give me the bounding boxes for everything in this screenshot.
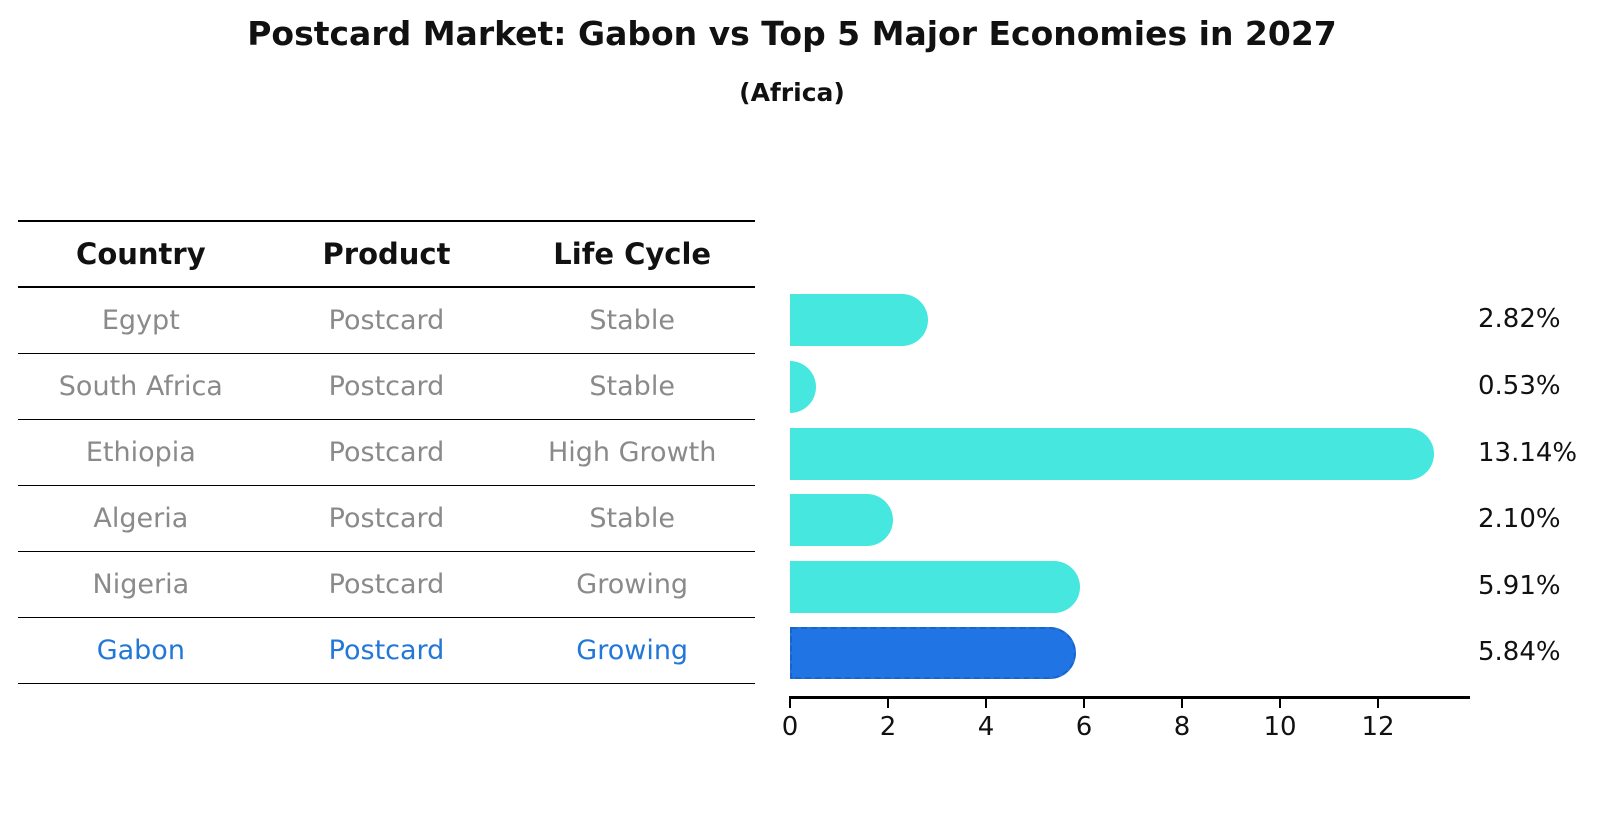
x-tick-mark-4 bbox=[984, 696, 988, 708]
country-table: Country Product Life Cycle Egypt Postcard… bbox=[18, 220, 755, 684]
x-tick-mark-6 bbox=[1082, 696, 1086, 708]
table-body: Egypt Postcard Stable South Africa Postcard S… bbox=[18, 288, 755, 684]
x-tick-mark-2 bbox=[886, 696, 890, 708]
cell-country: Egypt bbox=[101, 305, 180, 336]
x-tick-mark-8 bbox=[1180, 696, 1184, 708]
cell-country: Nigeria bbox=[92, 569, 190, 600]
x-tick-label-12: 12 bbox=[1361, 712, 1395, 742]
table-row-ethiopia: Ethiopia Postcard High Growth bbox=[18, 420, 755, 486]
x-tick-label-4: 4 bbox=[977, 712, 995, 742]
bar-algeria bbox=[790, 494, 893, 547]
bar-south-africa bbox=[790, 360, 816, 413]
cell-lifecycle: Growing bbox=[576, 635, 689, 666]
table-header-country: Country bbox=[76, 237, 206, 271]
x-tick-label-0: 0 bbox=[781, 712, 799, 742]
table-header-lifecycle: Life Cycle bbox=[553, 237, 712, 271]
cell-product: Postcard bbox=[328, 569, 445, 600]
cell-lifecycle: Growing bbox=[576, 569, 689, 600]
x-axis-line bbox=[790, 696, 1470, 699]
bar-egypt bbox=[790, 294, 929, 347]
cell-country: Algeria bbox=[93, 503, 189, 534]
cell-lifecycle: Stable bbox=[589, 503, 675, 534]
x-tick-label-10: 10 bbox=[1263, 712, 1297, 742]
table-row-nigeria: Nigeria Postcard Growing bbox=[18, 552, 755, 618]
cell-lifecycle: Stable bbox=[589, 305, 675, 336]
cell-product: Postcard bbox=[328, 503, 445, 534]
x-tick-mark-0 bbox=[788, 696, 792, 708]
cell-country: South Africa bbox=[58, 371, 223, 402]
cell-product: Postcard bbox=[328, 371, 445, 402]
cell-country: Gabon bbox=[96, 635, 185, 666]
x-tick-mark-12 bbox=[1376, 696, 1380, 708]
value-label-nigeria: 5.91% bbox=[1478, 570, 1561, 601]
bar-ethiopia bbox=[790, 427, 1434, 480]
table-row-south-africa: South Africa Postcard Stable bbox=[18, 354, 755, 420]
x-tick-label-2: 2 bbox=[879, 712, 897, 742]
table-row-gabon: Gabon Postcard Growing bbox=[18, 618, 755, 684]
bar-nigeria bbox=[790, 560, 1080, 613]
cell-country: Ethiopia bbox=[85, 437, 196, 468]
table-header-product: Product bbox=[322, 237, 451, 271]
chart-subtitle: (Africa) bbox=[739, 78, 845, 107]
table-row-algeria: Algeria Postcard Stable bbox=[18, 486, 755, 552]
table-header-row: Country Product Life Cycle bbox=[18, 222, 755, 288]
cell-lifecycle: High Growth bbox=[547, 437, 717, 468]
cell-product: Postcard bbox=[328, 305, 445, 336]
table-row-egypt: Egypt Postcard Stable bbox=[18, 288, 755, 354]
value-label-gabon: 5.84% bbox=[1478, 637, 1561, 668]
bar-gabon bbox=[790, 627, 1077, 680]
value-label-algeria: 2.10% bbox=[1478, 504, 1561, 535]
value-label-south-africa: 0.53% bbox=[1478, 370, 1561, 401]
cell-product: Postcard bbox=[328, 437, 445, 468]
cell-product: Postcard bbox=[328, 635, 445, 666]
x-tick-label-8: 8 bbox=[1173, 712, 1191, 742]
value-label-egypt: 2.82% bbox=[1478, 304, 1561, 335]
value-label-ethiopia: 13.14% bbox=[1478, 437, 1578, 468]
chart-title: Postcard Market: Gabon vs Top 5 Major Ec… bbox=[247, 14, 1337, 53]
x-tick-mark-10 bbox=[1278, 696, 1282, 708]
cell-lifecycle: Stable bbox=[589, 371, 675, 402]
x-tick-label-6: 6 bbox=[1075, 712, 1093, 742]
